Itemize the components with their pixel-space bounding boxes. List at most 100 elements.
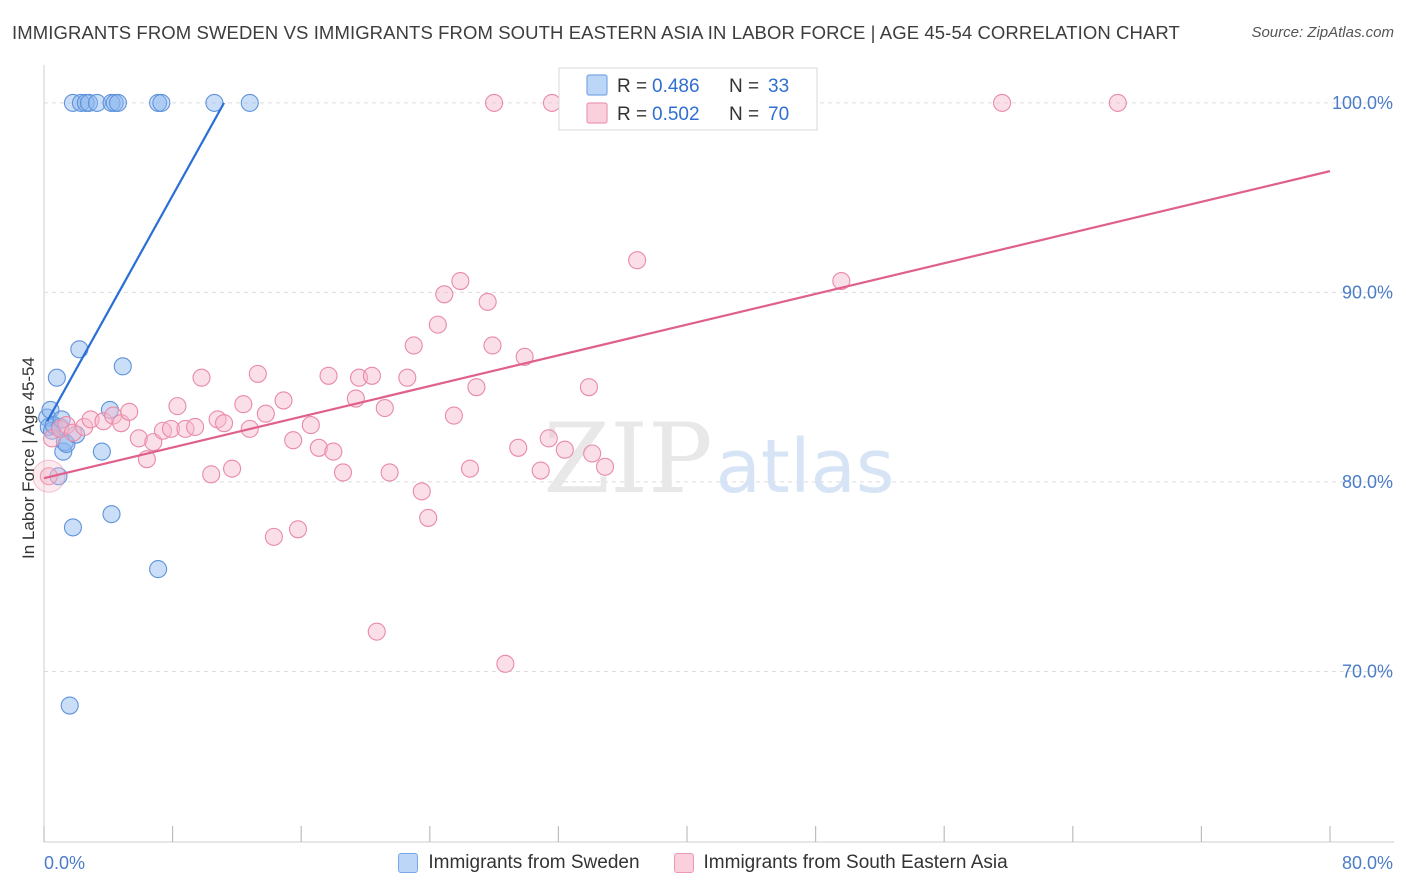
- point-south-eastern-asia: [1108, 93, 1127, 112]
- point-south-eastern-asia: [832, 271, 851, 291]
- point-south-eastern-asia: [993, 93, 1012, 112]
- legend-r-value-sweden: 0.486: [652, 76, 700, 97]
- point-south-eastern-asia: [319, 366, 338, 385]
- point-south-eastern-asia: [274, 391, 293, 410]
- trend-lines: [43, 102, 1331, 480]
- point-sweden: [100, 400, 119, 419]
- tick-labels: 100.0% 90.0% 80.0% 70.0% 0.0% 80.0%: [44, 93, 1393, 873]
- point-south-eastern-asia: [583, 444, 602, 463]
- legend-r-label-sea: R =: [617, 104, 647, 125]
- axes: [43, 65, 1394, 843]
- chart-source: Source: ZipAtlas.com: [1251, 24, 1394, 41]
- x-tick-label: 0.0%: [44, 853, 85, 873]
- point-south-eastern-asia: [186, 417, 205, 437]
- point-south-eastern-asia: [94, 412, 113, 431]
- chart-title: IMMIGRANTS FROM SWEDEN VS IMMIGRANTS FRO…: [12, 22, 1180, 43]
- point-south-eastern-asia: [485, 93, 504, 112]
- point-south-eastern-asia: [57, 416, 76, 435]
- point-south-eastern-asia: [451, 271, 470, 291]
- point-south-eastern-asia: [63, 423, 82, 442]
- point-south-eastern-asia: [435, 285, 454, 304]
- point-south-eastern-asia: [531, 461, 550, 480]
- y-tick-label: 70.0%: [1342, 661, 1393, 681]
- watermark-atlas: atlas: [716, 424, 895, 510]
- y-axis-title: In Labor Force | Age 45-54: [19, 357, 38, 559]
- point-sweden: [149, 560, 168, 579]
- point-south-eastern-asia: [333, 463, 353, 482]
- point-sweden: [92, 442, 111, 461]
- point-south-eastern-asia: [324, 442, 343, 461]
- point-sweden: [52, 410, 71, 429]
- point-south-eastern-asia: [301, 416, 320, 435]
- y-tick-label: 80.0%: [1342, 472, 1393, 492]
- point-south-eastern-asia: [628, 251, 647, 270]
- point-south-eastern-asia: [380, 463, 399, 482]
- legend-swatch-sweden: [586, 74, 608, 96]
- point-south-eastern-asia: [248, 364, 267, 383]
- point-sweden: [240, 93, 259, 112]
- legend-n-value-sweden: 33: [768, 76, 789, 97]
- point-south-eastern-asia: [234, 395, 253, 414]
- grid-lines: [44, 102, 1394, 672]
- point-south-eastern-asia: [404, 336, 423, 355]
- point-south-eastern-asia: [419, 508, 438, 527]
- point-south-eastern-asia: [256, 404, 275, 423]
- point-south-eastern-asia: [595, 457, 615, 476]
- point-south-eastern-asia: [168, 397, 187, 416]
- point-south-eastern-asia: [214, 414, 234, 433]
- point-sweden: [63, 518, 82, 537]
- point-south-eastern-asia: [288, 520, 308, 539]
- point-south-eastern-asia: [539, 429, 558, 448]
- point-sweden: [60, 696, 79, 715]
- correlation-legend: R = 0.486 N = 33 R = 0.502 N = 70: [558, 67, 818, 131]
- legend-label-sweden: Immigrants from Sweden: [428, 852, 640, 873]
- point-south-eastern-asia: [509, 438, 528, 457]
- data-points: [32, 93, 1127, 715]
- point-south-eastern-asia: [428, 315, 447, 334]
- point-sweden: [102, 505, 121, 524]
- legend-n-label-sea: N =: [729, 104, 759, 125]
- point-south-eastern-asia: [555, 440, 574, 459]
- x-tick-label: 80.0%: [1342, 853, 1393, 873]
- legend-r-value-sea: 0.502: [652, 104, 700, 125]
- point-sweden: [108, 93, 127, 112]
- watermark-zip: ZIP: [543, 403, 712, 515]
- point-south-eastern-asia: [467, 378, 486, 397]
- point-south-eastern-asia: [129, 429, 148, 448]
- point-south-eastern-asia: [192, 368, 211, 387]
- point-south-eastern-asia: [375, 398, 394, 418]
- point-south-eastern-asia: [542, 93, 562, 112]
- legend-item-sweden[interactable]: Immigrants from Sweden: [398, 852, 640, 874]
- y-tick-label: 90.0%: [1342, 282, 1393, 302]
- legend-swatch-sea: [673, 853, 694, 873]
- point-sweden: [152, 93, 171, 112]
- point-south-eastern-asia: [444, 406, 463, 425]
- legend-swatch-sea: [586, 102, 608, 124]
- legend-n-value-sea: 70: [768, 104, 789, 125]
- point-south-eastern-asia: [264, 527, 283, 546]
- series-legend: Immigrants from Sweden Immigrants from S…: [0, 852, 1406, 874]
- point-south-eastern-asia: [412, 482, 431, 501]
- point-south-eastern-asia: [202, 465, 221, 484]
- point-south-eastern-asia: [460, 459, 480, 478]
- point-sweden: [87, 93, 107, 112]
- point-south-eastern-asia: [496, 654, 515, 673]
- point-south-eastern-asia: [483, 336, 502, 355]
- point-south-eastern-asia: [362, 366, 381, 385]
- trend-line-south-eastern-asia: [43, 170, 1331, 480]
- trend-line-sweden: [46, 102, 226, 422]
- point-sweden: [113, 357, 132, 376]
- legend-swatch-sweden: [398, 853, 419, 873]
- point-south-eastern-asia: [75, 417, 94, 437]
- point-south-eastern-asia: [579, 378, 598, 397]
- legend-item-sea[interactable]: Immigrants from South Eastern Asia: [673, 852, 1008, 874]
- point-sweden: [47, 368, 66, 387]
- point-south-eastern-asia: [120, 402, 139, 421]
- point-sweden: [70, 340, 89, 359]
- point-south-eastern-asia: [161, 419, 181, 438]
- y-tick-label: 100.0%: [1332, 93, 1393, 113]
- legend-label-sea: Immigrants from South Eastern Asia: [703, 852, 1008, 873]
- point-south-eastern-asia: [309, 438, 328, 457]
- point-south-eastern-asia: [367, 622, 386, 641]
